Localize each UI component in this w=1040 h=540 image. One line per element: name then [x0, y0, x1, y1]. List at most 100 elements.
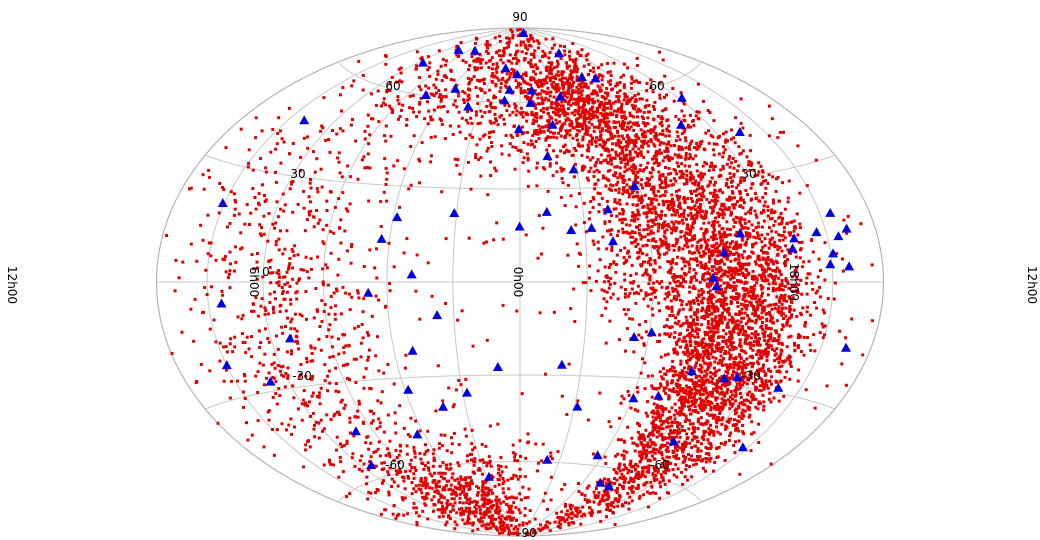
- red-square-point: [617, 463, 621, 467]
- red-square-point: [691, 157, 695, 161]
- red-square-point: [752, 361, 755, 365]
- red-square-point: [542, 90, 546, 94]
- red-square-point: [754, 378, 758, 382]
- red-square-point: [659, 132, 662, 136]
- red-square-point: [785, 345, 789, 349]
- red-square-point: [636, 217, 640, 221]
- red-square-point: [618, 416, 621, 420]
- red-square-point: [780, 349, 784, 353]
- red-square-point: [684, 389, 688, 392]
- red-square-point: [709, 133, 713, 137]
- red-square-point: [662, 419, 666, 423]
- red-square-point: [630, 188, 634, 192]
- red-square-point: [779, 288, 783, 292]
- red-square-point: [639, 128, 643, 132]
- red-square-point: [770, 229, 774, 233]
- red-square-point: [777, 199, 781, 203]
- red-square-point: [608, 126, 612, 130]
- red-square-point: [735, 243, 739, 247]
- red-square-point: [737, 255, 741, 259]
- red-square-point: [555, 100, 559, 104]
- red-square-point: [592, 490, 596, 494]
- red-square-point: [634, 272, 638, 276]
- red-square-point: [741, 256, 745, 260]
- red-square-point: [676, 155, 680, 159]
- red-square-point: [762, 308, 766, 312]
- red-square-point: [651, 90, 655, 94]
- red-square-point: [617, 134, 621, 138]
- red-square-point: [695, 110, 699, 114]
- red-square-point: [596, 269, 600, 273]
- red-square-point: [539, 523, 543, 527]
- red-square-point: [608, 220, 612, 223]
- red-square-point: [690, 214, 694, 218]
- red-square-point: [683, 273, 687, 277]
- red-square-point: [631, 165, 635, 169]
- red-square-point: [752, 235, 756, 239]
- red-square-point: [739, 121, 743, 125]
- red-square-point: [652, 218, 656, 222]
- red-square-point: [278, 310, 282, 314]
- red-square-point: [673, 390, 677, 394]
- red-square-point: [661, 479, 665, 483]
- red-square-point: [619, 110, 623, 114]
- red-square-point: [633, 231, 637, 235]
- red-square-point: [714, 382, 718, 386]
- red-square-point: [748, 343, 752, 347]
- red-square-point: [781, 181, 784, 185]
- red-square-point: [777, 338, 781, 342]
- red-square-point: [672, 431, 675, 435]
- red-square-point: [688, 335, 692, 339]
- red-square-point: [660, 453, 664, 457]
- red-square-point: [691, 426, 695, 430]
- red-square-point: [665, 380, 669, 384]
- red-square-point: [743, 341, 747, 345]
- red-square-point: [608, 131, 612, 135]
- red-square-point: [606, 229, 609, 233]
- red-square-point: [709, 293, 712, 297]
- red-square-point: [794, 268, 798, 272]
- red-square-point: [742, 432, 746, 436]
- red-square-point: [734, 363, 737, 367]
- red-square-point: [767, 274, 771, 278]
- red-square-point: [671, 289, 675, 293]
- red-square-point: [618, 218, 622, 222]
- red-square-point: [749, 164, 753, 167]
- red-square-point: [766, 205, 770, 209]
- red-square-point: [631, 203, 635, 207]
- red-square-point: [764, 257, 768, 261]
- red-square-point: [711, 416, 715, 420]
- red-square-point: [681, 221, 685, 225]
- red-square-point: [760, 240, 764, 244]
- red-square-point: [716, 262, 720, 265]
- red-square-point: [643, 260, 647, 264]
- red-square-point: [730, 315, 734, 319]
- red-square-point: [754, 197, 758, 201]
- red-square-point: [321, 429, 324, 433]
- red-square-point: [810, 281, 814, 285]
- red-square-point: [591, 196, 595, 200]
- red-square-point: [702, 407, 706, 411]
- red-square-point: [702, 99, 705, 103]
- red-square-point: [719, 406, 723, 410]
- red-square-point: [738, 220, 742, 224]
- red-square-point: [623, 190, 627, 194]
- red-square-point: [798, 256, 802, 260]
- red-square-point: [823, 324, 827, 328]
- red-square-point: [691, 235, 695, 239]
- red-square-point: [685, 417, 689, 421]
- red-square-point: [560, 177, 564, 180]
- red-square-point: [703, 352, 707, 356]
- red-square-point: [760, 268, 764, 272]
- red-square-point: [761, 327, 765, 331]
- red-square-point: [534, 106, 538, 110]
- red-square-point: [752, 277, 756, 281]
- red-square-point: [652, 191, 656, 195]
- red-square-point: [683, 395, 687, 399]
- red-square-point: [705, 311, 709, 315]
- red-square-point: [567, 523, 571, 527]
- red-square-point: [635, 135, 639, 139]
- red-square-point: [706, 184, 710, 188]
- red-square-point: [658, 81, 662, 85]
- red-square-point: [732, 360, 736, 364]
